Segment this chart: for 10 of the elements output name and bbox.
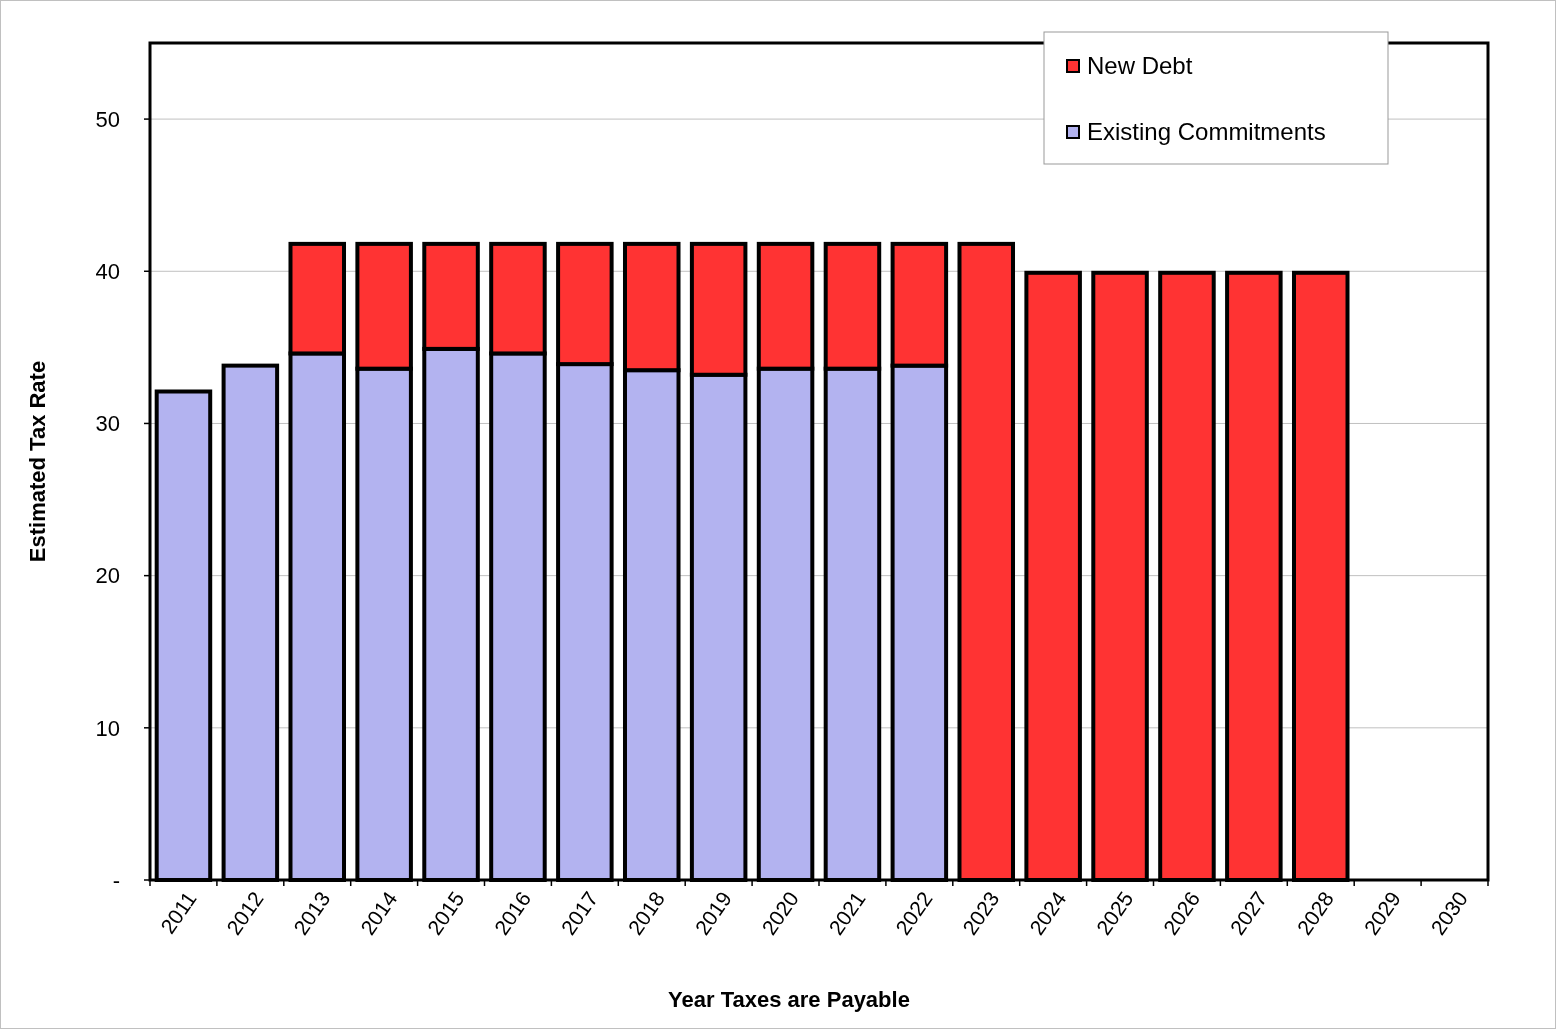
legend-label: Existing Commitments: [1087, 118, 1326, 146]
x-axis-title: Year Taxes are Payable: [668, 987, 910, 1012]
y-tick-label: 30: [95, 411, 120, 437]
y-tick-label: 50: [95, 106, 120, 132]
y-tick-label: -: [112, 867, 120, 893]
y-tick-label: 20: [95, 563, 120, 589]
legend-label: New Debt: [1087, 52, 1193, 80]
y-tick-label: 40: [95, 258, 120, 284]
y-tick-label: 10: [95, 715, 120, 741]
y-axis-title: Estimated Tax Rate: [25, 360, 50, 563]
